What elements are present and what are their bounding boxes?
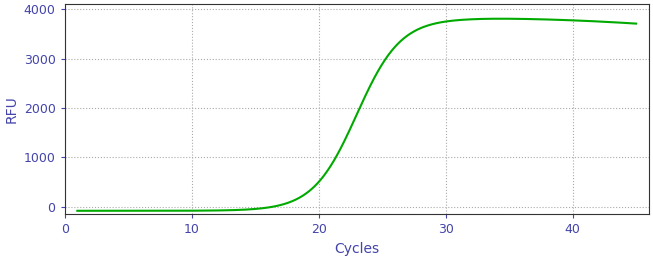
X-axis label: Cycles: Cycles	[334, 242, 379, 256]
Y-axis label: RFU: RFU	[4, 95, 18, 123]
